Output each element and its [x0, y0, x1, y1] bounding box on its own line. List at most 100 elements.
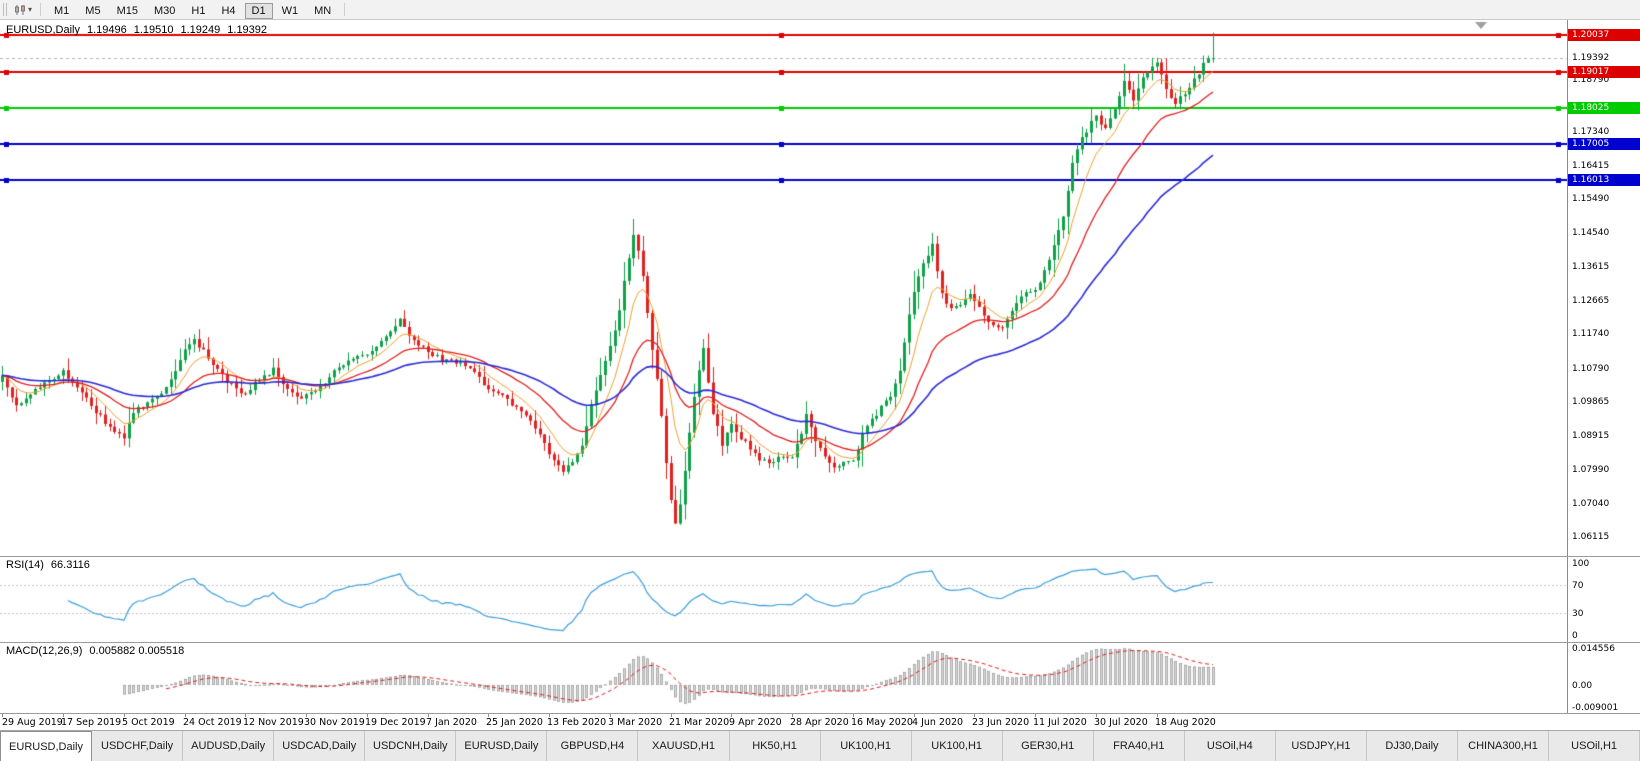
date-tick: [367, 714, 368, 717]
date-label: 24 Oct 2019: [183, 717, 242, 728]
chart-tab-hk50-h1[interactable]: HK50,H1: [730, 731, 821, 761]
timeframe-button-h4[interactable]: H4: [221, 4, 236, 17]
date-label: 12 Nov 2019: [243, 717, 304, 728]
timeframe-button-mn[interactable]: MN: [314, 4, 332, 17]
price-tick-label: 1.07990: [1572, 464, 1610, 475]
timeframe-button-w1[interactable]: W1: [281, 4, 299, 17]
macd-axis-label: -0.009001: [1572, 703, 1619, 713]
timeframe-button-m5[interactable]: M5: [85, 4, 101, 17]
date-tick: [731, 714, 732, 717]
date-tick: [610, 714, 611, 717]
price-tick-label: 1.07040: [1572, 499, 1610, 510]
date-label: 4 Jun 2020: [912, 717, 964, 728]
price-tick-label: 1.18790: [1572, 74, 1610, 85]
chart-tab-usoil-h4[interactable]: USOil,H4: [1185, 731, 1276, 761]
chart-tab-dj30-daily[interactable]: DJ30,Daily: [1367, 731, 1458, 761]
chart-tab-usdjpy-h1[interactable]: USDJPY,H1: [1276, 731, 1367, 761]
macd-name: MACD(12,26,9): [6, 645, 83, 657]
date-label: 3 Mar 2020: [608, 717, 663, 728]
macd-axis-label: 0.014556: [1572, 644, 1615, 655]
symbol-title: EURUSD,Daily: [6, 24, 80, 36]
date-axis[interactable]: 29 Aug 2019 17 Sep 2019 5 Oct 2019 24 Oct 2…: [0, 713, 1640, 730]
macd-axis[interactable]: 0.014556 0.00 -0.009001: [1567, 643, 1640, 713]
rsi-axis[interactable]: 100 70 30 0: [1567, 557, 1640, 642]
timeframe-button-m30[interactable]: M30: [153, 4, 176, 17]
date-tick: [1035, 714, 1036, 717]
price-chart-canvas[interactable]: [0, 20, 1567, 556]
rsi-axis-label: 0: [1572, 631, 1578, 641]
date-tick: [428, 714, 429, 717]
chart-type-button[interactable]: ▾: [11, 2, 35, 18]
level-price-badge: 1.19017: [1568, 65, 1640, 78]
timeframe-button-d1[interactable]: D1: [244, 2, 273, 19]
chart-tab-usdcad-daily[interactable]: USDCAD,Daily: [274, 731, 366, 761]
date-tick: [488, 714, 489, 717]
price-tick-label: 1.14540: [1572, 228, 1610, 239]
date-tick: [1157, 714, 1158, 717]
date-label: 28 Apr 2020: [790, 717, 849, 728]
quote-close: 1.19392: [227, 24, 268, 36]
date-label: 25 Jan 2020: [486, 717, 543, 728]
chart-tab-gbpusd-h4[interactable]: GBPUSD,H4: [547, 731, 639, 761]
date-tick: [306, 714, 307, 717]
rsi-axis-label: 100: [1572, 559, 1590, 569]
timeframe-button-group: M1 M5 M15 M30 H1 H4 D1 W1 MN: [46, 1, 339, 19]
price-tick-label: 1.10790: [1572, 363, 1610, 374]
macd-panel: MACD(12,26,9) 0.005882 0.005518 0.014556…: [0, 642, 1640, 713]
date-tick: [63, 714, 64, 717]
quote-low: 1.19249: [180, 24, 221, 36]
date-label: 17 Sep 2019: [61, 717, 122, 728]
chart-tab-uk100-h1[interactable]: UK100,H1: [912, 731, 1003, 761]
rsi-panel: RSI(14) 66.3116 100 70 30 0: [0, 556, 1640, 642]
date-label: 30 Jul 2020: [1094, 717, 1148, 728]
date-tick: [245, 714, 246, 717]
price-tick-label: 1.16415: [1572, 160, 1610, 171]
timeframe-button-m1[interactable]: M1: [54, 4, 70, 17]
date-label: 23 Jun 2020: [972, 717, 1030, 728]
level-price-badge: 1.17005: [1568, 138, 1640, 151]
date-label: 16 May 2020: [851, 717, 913, 728]
timeframe-button-m15[interactable]: M15: [116, 4, 138, 17]
chart-tab-eurusd-daily[interactable]: EURUSD,Daily: [0, 731, 93, 761]
price-tick-label: 1.13615: [1572, 261, 1610, 272]
date-tick: [549, 714, 550, 717]
level-price-badge: 1.18025: [1568, 101, 1640, 114]
chart-tab-audusd-daily[interactable]: AUDUSD,Daily: [183, 731, 275, 761]
rsi-canvas[interactable]: [0, 557, 1567, 642]
price-tick-label: 1.11740: [1572, 329, 1610, 340]
rsi-axis-label: 30: [1572, 609, 1584, 620]
date-label: 29 Aug 2019: [2, 717, 63, 728]
timeframe-button-h1[interactable]: H1: [191, 4, 206, 17]
chart-tab-usoil-h1[interactable]: USOil,H1: [1549, 731, 1640, 761]
date-tick: [914, 714, 915, 717]
chart-tab-eurusd-daily[interactable]: EURUSD,Daily: [456, 731, 548, 761]
candlestick-chart-icon: [15, 4, 25, 15]
chart-tab-fra40-h1[interactable]: FRA40,H1: [1094, 731, 1185, 761]
date-tick: [853, 714, 854, 717]
macd-canvas[interactable]: [0, 643, 1567, 713]
date-label: 18 Aug 2020: [1155, 717, 1216, 728]
date-label: 9 Apr 2020: [729, 717, 782, 728]
date-label: 19 Dec 2019: [365, 717, 426, 728]
chart-tab-usdchf-daily[interactable]: USDCHF,Daily: [92, 731, 184, 761]
toolbar-gripper[interactable]: [3, 3, 7, 16]
date-label: 5 Oct 2019: [122, 717, 175, 728]
macd-label: MACD(12,26,9) 0.005882 0.005518: [6, 645, 184, 657]
quote-open: 1.19496: [86, 24, 127, 36]
chart-tab-uk100-h1[interactable]: UK100,H1: [821, 731, 912, 761]
chart-tab-usdcnh-daily[interactable]: USDCNH,Daily: [365, 731, 457, 761]
chart-tab-ger30-h1[interactable]: GER30,H1: [1003, 731, 1094, 761]
date-tick: [671, 714, 672, 717]
level-price-badge: 1.20037: [1568, 28, 1640, 41]
date-tick: [124, 714, 125, 717]
price-tick-label: 1.09865: [1572, 397, 1610, 408]
toolbar-separator: [344, 3, 346, 16]
chart-tab-china300-h1[interactable]: CHINA300,H1: [1458, 731, 1550, 761]
date-tick: [974, 714, 975, 717]
price-axis[interactable]: 1.18790 1.17340 1.16415 1.15490 1.14540 1.136…: [1567, 20, 1640, 556]
date-label: 30 Nov 2019: [304, 717, 365, 728]
date-tick: [792, 714, 793, 717]
chart-tab-xauusd-h1[interactable]: XAUUSD,H1: [638, 731, 730, 761]
price-tick-label: 1.08915: [1572, 431, 1610, 442]
chevron-down-icon[interactable]: ▾: [28, 4, 33, 14]
